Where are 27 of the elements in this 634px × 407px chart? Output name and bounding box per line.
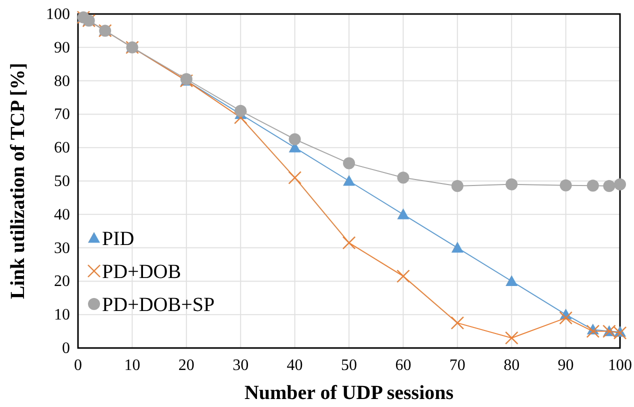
x-tick-label: 70 [449, 357, 466, 374]
y-tick-label: 20 [54, 273, 70, 290]
x-tick-label: 100 [608, 357, 632, 374]
y-axis-title: Link utilization of TCP [%] [7, 62, 29, 300]
y-tick-label: 100 [46, 6, 70, 23]
legend-label: PD+DOB+SP [102, 294, 215, 316]
x-tick-label: 80 [504, 357, 520, 374]
y-tick-label: 10 [54, 306, 70, 324]
y-tick-label: 40 [54, 206, 70, 224]
y-tick-label: 0 [62, 340, 70, 357]
x-tick-label: 90 [558, 357, 574, 374]
y-tick-label: 60 [54, 140, 70, 157]
y-tick-label: 50 [54, 173, 70, 190]
legend-label: PID [102, 228, 134, 250]
y-tick-label: 80 [54, 72, 70, 90]
y-tick-label: 30 [54, 240, 70, 257]
x-axis-title: Number of UDP sessions [244, 382, 454, 404]
x-tick-label: 20 [178, 357, 194, 374]
x-tick-label: 10 [124, 357, 140, 374]
y-tick-label: 90 [54, 39, 70, 56]
x-tick-label: 50 [341, 357, 357, 374]
legend-label: PD+DOB [102, 261, 182, 283]
x-tick-label: 0 [74, 357, 82, 374]
y-tick-label: 70 [54, 106, 70, 124]
x-tick-label: 40 [286, 357, 303, 374]
x-tick-label: 60 [395, 357, 412, 374]
x-tick-label: 30 [232, 357, 249, 374]
